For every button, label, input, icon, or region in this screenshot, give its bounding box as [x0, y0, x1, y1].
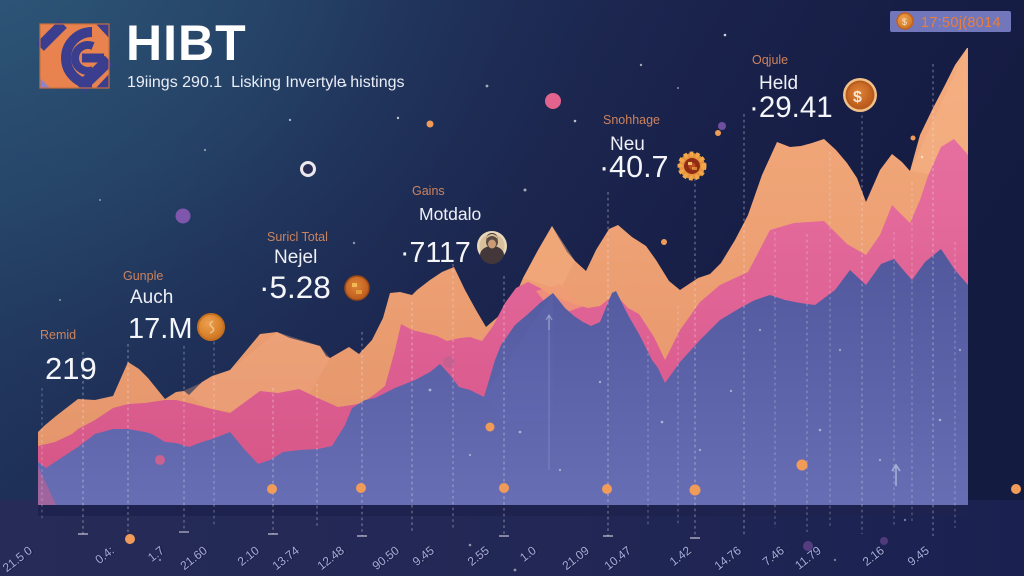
svg-text:Snohhage: Snohhage	[603, 113, 660, 127]
svg-text:Nejel: Nejel	[274, 247, 317, 268]
svg-text:19iings 290.1 Lisking Inverty: 19iings 290.1 Lisking Invertyle histings	[127, 74, 405, 91]
svg-text:HIBT: HIBT	[126, 15, 247, 71]
svg-text:·40.7: ·40.7	[599, 150, 669, 184]
svg-text:Held: Held	[759, 73, 798, 94]
svg-text:·7117: ·7117	[400, 237, 471, 269]
svg-text:Motdalo: Motdalo	[419, 204, 481, 224]
svg-text:$: $	[902, 17, 907, 27]
svg-text:Oqjule: Oqjule	[752, 53, 788, 67]
svg-text:Neu: Neu	[610, 134, 645, 155]
svg-text:Gains: Gains	[412, 184, 445, 198]
svg-text:$: $	[853, 89, 862, 106]
svg-text:17.M: 17.M	[128, 313, 192, 345]
svg-text:·29.41: ·29.41	[749, 91, 833, 124]
svg-text:Suricl Total: Suricl Total	[267, 230, 328, 244]
svg-text:Remid: Remid	[40, 328, 76, 342]
svg-text:17:50j(8014: 17:50j(8014	[921, 15, 1001, 31]
svg-text:219: 219	[45, 351, 97, 386]
svg-text:Gunple: Gunple	[123, 269, 163, 283]
svg-text:Auch: Auch	[130, 287, 173, 308]
svg-text:·5.28: ·5.28	[259, 269, 331, 305]
